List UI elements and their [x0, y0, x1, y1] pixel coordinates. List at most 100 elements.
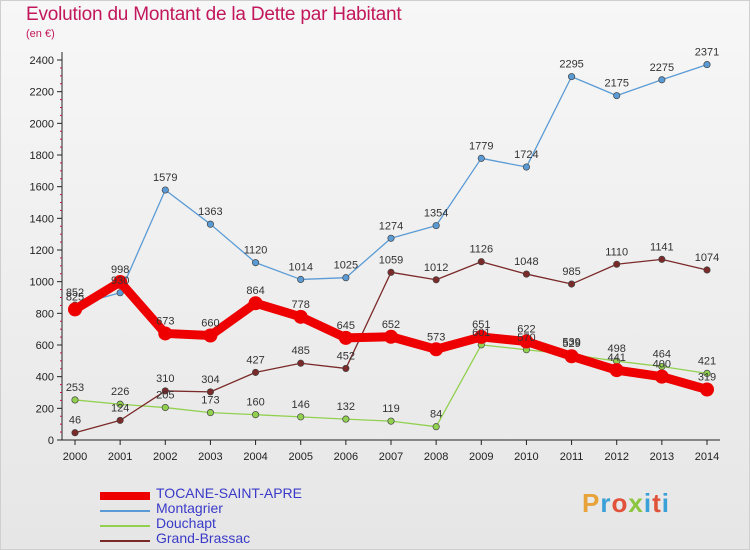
data-label: 852	[66, 287, 84, 299]
data-label: 124	[111, 402, 129, 414]
data-label: 1014	[288, 261, 312, 273]
chart-title: Evolution du Montant de la Dette par Hab…	[26, 4, 402, 25]
data-label: 1110	[605, 246, 628, 258]
data-label: 1012	[424, 262, 448, 274]
legend-item: Montagrier	[100, 500, 360, 516]
x-tick-label: 2014	[695, 451, 719, 463]
data-point	[297, 413, 305, 421]
data-label: 1126	[469, 244, 493, 256]
legend-label: Douchapt	[156, 515, 216, 531]
chart-subtitle: (en €)	[26, 28, 55, 40]
data-label: 119	[382, 403, 400, 415]
brand-letter: o	[611, 488, 629, 518]
data-label: 498	[608, 343, 626, 355]
data-point	[342, 415, 350, 423]
y-tick-label: 2200	[30, 87, 54, 99]
data-label: 529	[562, 338, 580, 350]
data-point	[522, 163, 530, 171]
data-label: 173	[201, 395, 219, 407]
data-label: 46	[69, 415, 81, 427]
data-label: 778	[292, 299, 310, 311]
x-tick-label: 2012	[604, 451, 628, 463]
data-label: 1579	[153, 172, 177, 184]
legend-swatch-montagrier	[100, 510, 150, 512]
x-tick-label: 2013	[650, 451, 674, 463]
data-point	[206, 409, 214, 417]
data-label: 622	[517, 324, 535, 336]
data-point	[161, 186, 169, 194]
data-label: 1074	[695, 252, 719, 264]
data-label: 645	[337, 320, 355, 332]
data-label: 132	[337, 401, 355, 413]
brand-logo: Proxiti	[582, 488, 670, 519]
data-point	[252, 368, 260, 376]
data-label: 2175	[604, 78, 628, 90]
y-tick-label: 0	[48, 435, 54, 447]
data-label: 485	[292, 345, 310, 357]
data-point	[71, 396, 79, 404]
data-point	[297, 275, 305, 284]
x-tick-label: 2003	[198, 451, 222, 463]
data-point	[116, 400, 124, 408]
legend-item: Douchapt	[100, 515, 360, 531]
data-label: 452	[337, 350, 355, 362]
data-point	[342, 274, 350, 282]
y-tick-label: 1000	[30, 277, 54, 289]
data-label: 1141	[650, 241, 674, 253]
data-point	[116, 289, 124, 297]
data-point	[564, 349, 579, 364]
x-tick-label: 2000	[63, 451, 87, 463]
data-label: 226	[111, 386, 129, 398]
data-point	[522, 270, 530, 278]
data-label: 539	[562, 337, 580, 349]
data-point	[703, 369, 711, 377]
data-label: 464	[653, 349, 671, 361]
legend-item: Grand-Brassac	[100, 530, 360, 546]
data-point	[703, 266, 711, 274]
data-label: 651	[472, 319, 490, 331]
data-label: 253	[66, 382, 84, 394]
data-point	[68, 302, 82, 317]
data-label: 421	[698, 355, 716, 367]
data-point	[342, 364, 350, 372]
data-label: 2275	[650, 62, 674, 74]
data-point	[203, 328, 218, 343]
brand-letter: t	[652, 488, 662, 518]
brand-letter: i	[661, 488, 670, 518]
y-tick-label: 2000	[30, 118, 54, 130]
data-point	[252, 259, 260, 267]
data-label: 1363	[198, 206, 222, 218]
legend-swatch-tocane	[100, 492, 150, 500]
data-point	[71, 429, 79, 437]
data-label: 573	[427, 331, 445, 343]
y-tick-label: 1200	[30, 245, 54, 257]
data-label: 1779	[469, 140, 493, 152]
data-point	[387, 234, 395, 242]
x-tick-label: 2006	[334, 451, 358, 463]
legend-label: Grand-Brassac	[156, 530, 251, 546]
data-point	[432, 276, 440, 284]
data-label: 2295	[559, 59, 583, 71]
data-label: 319	[698, 371, 716, 383]
data-point	[658, 76, 666, 84]
data-label: 84	[430, 409, 442, 421]
x-tick-label: 2010	[514, 451, 538, 463]
x-tick-label: 2011	[560, 451, 584, 463]
data-label: 427	[246, 354, 264, 366]
data-point	[206, 388, 214, 396]
data-label: 930	[111, 275, 129, 287]
data-label: 1354	[424, 208, 448, 220]
data-point	[113, 274, 128, 289]
data-label: 160	[246, 397, 264, 409]
legend-label: Montagrier	[156, 500, 223, 516]
legend-swatch-douchapt	[100, 525, 150, 527]
data-point	[477, 258, 485, 266]
legend-swatch-grand-brassac	[100, 540, 150, 542]
data-label: 310	[156, 373, 174, 385]
data-point	[477, 154, 485, 162]
data-point	[252, 411, 260, 419]
data-label: 400	[653, 359, 671, 371]
data-point	[519, 334, 534, 349]
